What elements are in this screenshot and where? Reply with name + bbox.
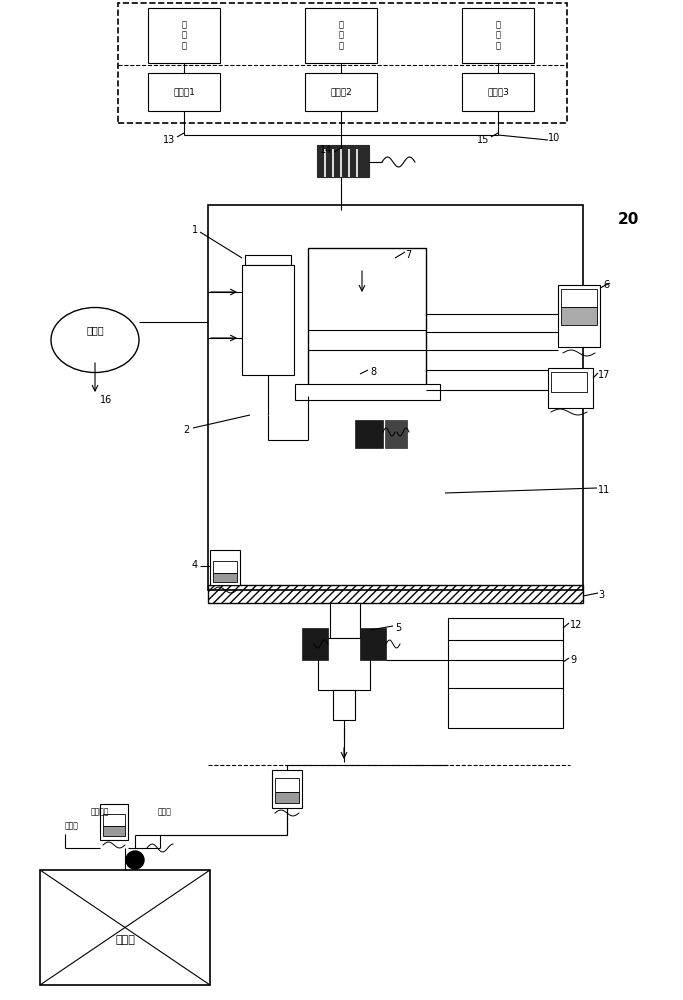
Text: 储
液
罐: 储 液 罐: [495, 20, 501, 50]
Bar: [462, 8, 534, 63]
Text: 进液口: 进液口: [158, 808, 172, 816]
Text: 7: 7: [405, 250, 411, 260]
Bar: [302, 628, 328, 660]
Text: 3: 3: [598, 590, 604, 600]
Bar: [318, 638, 370, 690]
Text: 辅助泵2: 辅助泵2: [330, 88, 352, 97]
Text: 17: 17: [598, 370, 611, 380]
Text: 14: 14: [320, 145, 332, 155]
Bar: [551, 372, 587, 392]
Bar: [462, 73, 534, 111]
Circle shape: [126, 851, 144, 869]
Bar: [213, 573, 237, 582]
Bar: [333, 690, 355, 720]
Text: 度液箱: 度液箱: [115, 935, 135, 945]
Bar: [385, 420, 407, 448]
Text: 2: 2: [184, 425, 190, 435]
Bar: [308, 248, 426, 396]
Bar: [355, 420, 383, 448]
Text: 1: 1: [192, 225, 198, 235]
Bar: [561, 289, 597, 307]
Text: 4: 4: [192, 560, 198, 570]
Text: 16: 16: [100, 395, 112, 405]
Text: 液位开关: 液位开关: [91, 808, 109, 816]
Bar: [275, 778, 299, 792]
Bar: [208, 205, 583, 590]
Bar: [210, 550, 240, 585]
Bar: [360, 628, 386, 660]
Bar: [305, 8, 377, 63]
Text: 回气口: 回气口: [65, 822, 79, 830]
Text: 8: 8: [370, 367, 376, 377]
Text: 9: 9: [570, 655, 576, 665]
Bar: [148, 8, 220, 63]
Bar: [148, 73, 220, 111]
Ellipse shape: [51, 308, 139, 372]
Bar: [213, 561, 237, 573]
Bar: [558, 285, 600, 347]
Bar: [245, 255, 291, 265]
Bar: [103, 826, 125, 836]
Bar: [548, 368, 593, 408]
Text: 12: 12: [570, 620, 583, 630]
Bar: [275, 792, 299, 803]
Text: 辅助泵1: 辅助泵1: [173, 88, 195, 97]
Text: 储
液
罐: 储 液 罐: [339, 20, 344, 50]
Text: 20: 20: [618, 213, 639, 228]
Bar: [295, 384, 440, 400]
Text: 11: 11: [598, 485, 610, 495]
Bar: [242, 265, 294, 375]
Bar: [305, 73, 377, 111]
Bar: [103, 814, 125, 826]
Text: 辅助泵3: 辅助泵3: [487, 88, 509, 97]
Text: 5: 5: [395, 623, 401, 633]
Text: 10: 10: [548, 133, 560, 143]
Bar: [40, 870, 210, 985]
Bar: [100, 804, 128, 840]
Bar: [272, 770, 302, 808]
Bar: [448, 618, 563, 728]
Bar: [208, 585, 583, 603]
Text: 真空泵: 真空泵: [86, 325, 104, 335]
Text: 6: 6: [603, 280, 609, 290]
Bar: [118, 3, 567, 123]
Text: 15: 15: [477, 135, 489, 145]
Text: 储
液
罐: 储 液 罐: [182, 20, 186, 50]
Bar: [330, 603, 360, 638]
Bar: [317, 145, 369, 177]
Text: 13: 13: [163, 135, 175, 145]
Bar: [561, 307, 597, 325]
